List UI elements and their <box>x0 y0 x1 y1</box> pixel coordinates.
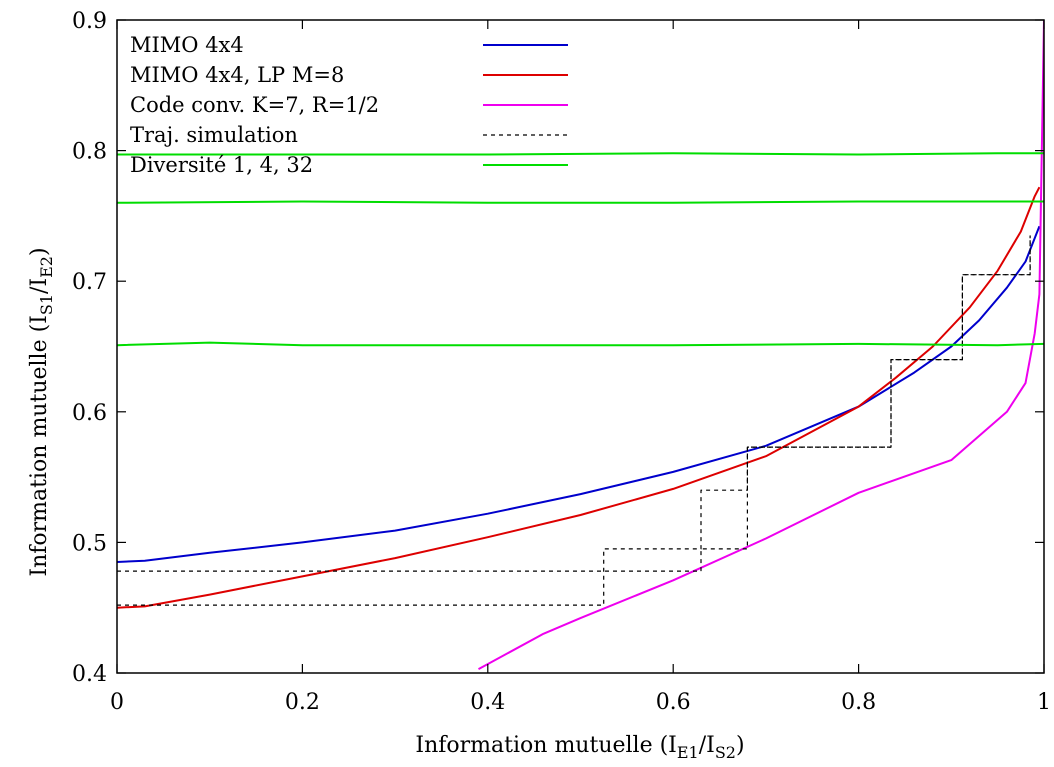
x-axis-title-sub2: S2 <box>715 743 736 762</box>
plot-frame <box>116 19 1045 674</box>
series-mimo-4x4-lp-m-8-line <box>117 186 1041 609</box>
y-axis-title-sub2: E2 <box>37 256 56 278</box>
x-tick-label: 0 <box>110 690 124 715</box>
x-axis-title-sub1: E1 <box>677 743 699 762</box>
series-mimo-4x4-line <box>117 225 1041 563</box>
y-tick-label: 0.7 <box>72 270 107 295</box>
x-tick-label: 0.2 <box>285 690 320 715</box>
x-tick-label: 0.4 <box>470 690 505 715</box>
y-tick-label: 0.4 <box>72 662 107 687</box>
y-tick-label: 0.9 <box>72 9 107 34</box>
y-tick-label: 0.8 <box>72 140 107 165</box>
x-axis-title: Information mutuelle (IE1/IS2) <box>415 733 744 762</box>
plot-area <box>117 20 1044 670</box>
legend-label: Diversité 1, 4, 32 <box>130 153 313 177</box>
x-axis-title-mid: /I <box>699 733 715 758</box>
series-diversit-1-4-32-line-2 <box>117 200 1044 204</box>
legend-label: MIMO 4x4 <box>130 33 244 57</box>
x-tick-label: 0.6 <box>656 690 691 715</box>
x-tick-label: 0.8 <box>841 690 876 715</box>
axes: 0 0.2 0.4 0.6 0.8 1 0.4 0.5 0.6 0.7 0.8 0.9 <box>72 9 1051 715</box>
legend-label: Traj. simulation <box>130 123 298 147</box>
legend-label: MIMO 4x4, LP M=8 <box>130 63 344 87</box>
legend: MIMO 4x4 MIMO 4x4, LP M=8 Code conv. K=7, … <box>130 33 568 177</box>
x-axis-title-close: ) <box>736 733 745 758</box>
y-axis-title-sub1: S1 <box>37 294 56 315</box>
series-traj-simulation-line-2 <box>117 235 1031 572</box>
series-code-conv-k-7-r-1-2-line <box>478 20 1044 670</box>
legend-label: Code conv. K=7, R=1/2 <box>130 93 379 117</box>
y-tick-label: 0.5 <box>72 531 107 556</box>
series-diversit-1-4-32-line-3 <box>117 341 1044 347</box>
y-tick-label: 0.6 <box>72 401 107 426</box>
series-diversit-1-4-32-line-1 <box>117 152 1044 156</box>
y-axis-title-close: ) <box>27 247 52 256</box>
series-traj-simulation-line <box>117 235 1031 606</box>
y-axis-title-mid: /I <box>27 278 52 294</box>
y-axis-title: Information mutuelle (IS1/IE2) <box>27 247 56 576</box>
x-tick-label: 1 <box>1037 690 1051 715</box>
